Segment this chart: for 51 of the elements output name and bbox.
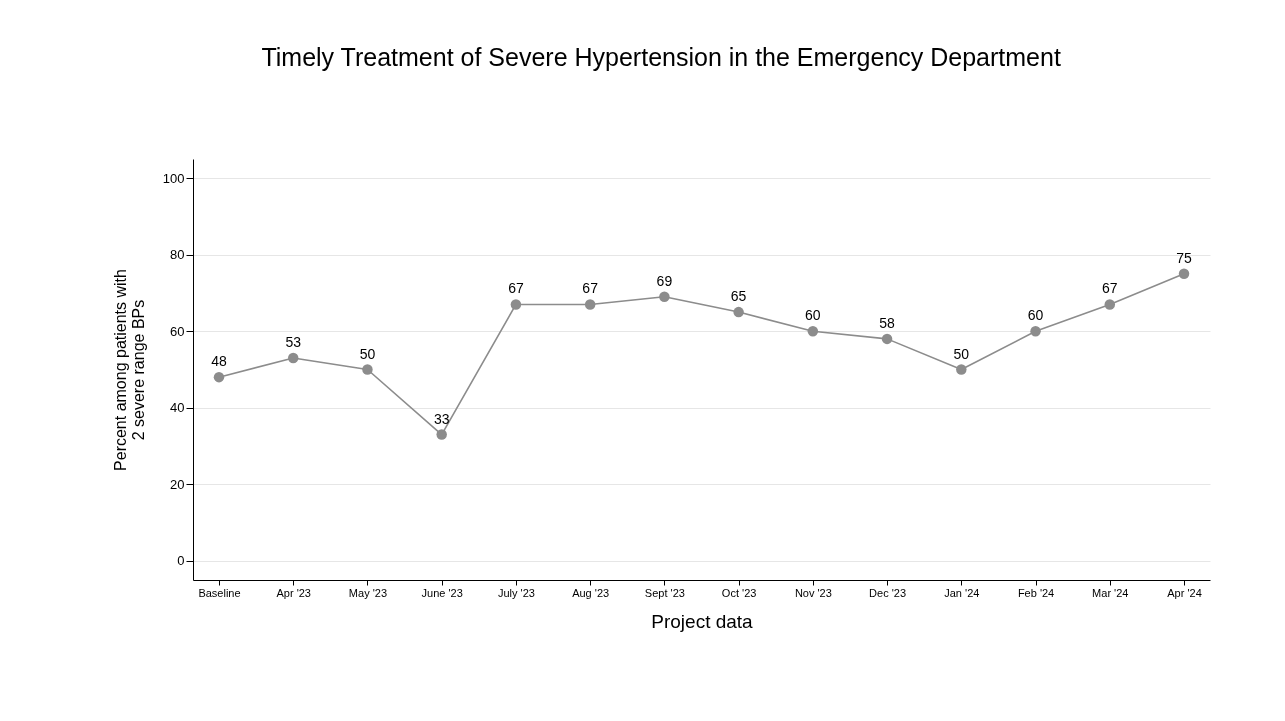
x-tick-label: Dec '23 (869, 586, 907, 599)
point (659, 291, 670, 303)
x-tick-label: Feb '24 (1017, 586, 1055, 599)
point (881, 333, 893, 345)
x-tick-label: June '23 (421, 586, 463, 599)
data-label: 48 (211, 353, 227, 370)
point (287, 352, 299, 364)
y-tick-label: 80 (170, 247, 185, 263)
x-tick-label: July '23 (497, 586, 535, 599)
x-tick-label: Mar '24 (1092, 586, 1129, 599)
x-tick-label: Sept '23 (644, 586, 685, 599)
point (362, 364, 373, 375)
x-tick-label: May '23 (348, 586, 388, 599)
chart-title: Timely Treatment of Severe Hypertension in the Emergency Department (261, 43, 1061, 71)
x-tick-label: Nov '23 (794, 586, 832, 599)
x-tick-label: Apr '24 (1167, 586, 1202, 599)
data-label: 60 (1027, 307, 1044, 324)
data-label: 67 (508, 280, 524, 297)
y-tick-label: 40 (170, 400, 185, 416)
x-tick-label: Oct '23 (721, 586, 757, 599)
data-label: 60 (805, 307, 821, 324)
data-label: 67 (582, 280, 599, 297)
y-tick-label: 0 (177, 553, 185, 569)
data-label: 69 (656, 272, 673, 289)
point (1178, 268, 1190, 280)
x-tick-label: Apr '23 (276, 586, 311, 599)
point (510, 299, 522, 310)
point (1104, 299, 1116, 310)
x-tick-label: Aug '23 (572, 586, 610, 599)
point (213, 371, 225, 383)
point (1030, 325, 1041, 337)
data-label: 58 (879, 314, 896, 331)
y-tick-label: 20 (170, 476, 185, 492)
x-tick-label: Baseline (198, 586, 241, 599)
data-label: 67 (1102, 280, 1118, 297)
x-axis-title: Project data (651, 610, 754, 632)
point (733, 306, 744, 318)
y-tick-label: 60 (170, 323, 185, 339)
data-label: 65 (730, 288, 747, 305)
data-label: 33 (433, 410, 450, 427)
point (956, 364, 967, 375)
data-label: 53 (285, 334, 302, 351)
data-label: 75 (1176, 249, 1193, 266)
data-label: 50 (359, 345, 376, 362)
y-tick-label: 100 (162, 170, 185, 186)
point (436, 429, 447, 440)
data-label: 50 (953, 345, 970, 362)
point (807, 325, 819, 337)
x-tick-label: Jan '24 (944, 586, 980, 599)
point (584, 299, 596, 310)
y-axis-title: Percent among patients with 2 severe range BPs (111, 269, 147, 471)
